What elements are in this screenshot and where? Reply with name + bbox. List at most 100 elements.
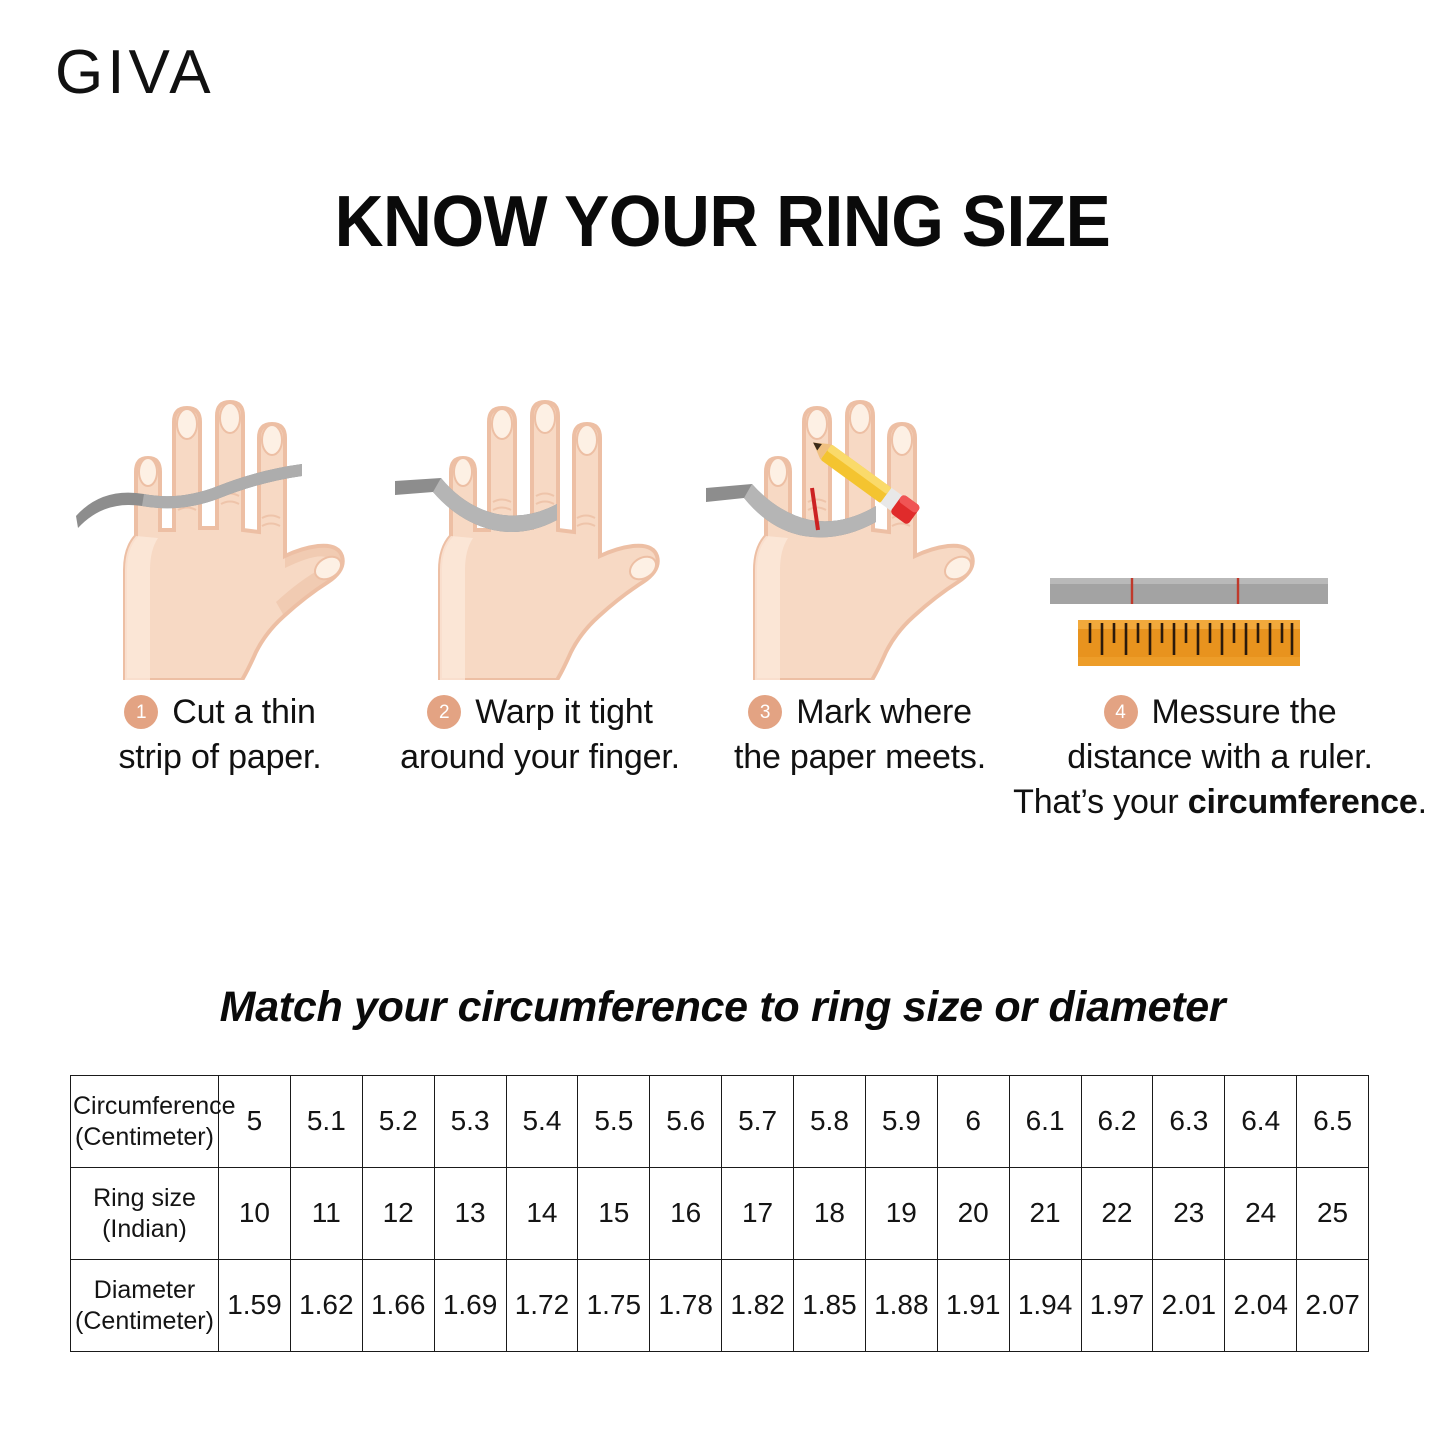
cell-circumference-9: 5.9 xyxy=(864,1075,938,1168)
cell-circumference-7: 5.7 xyxy=(721,1075,794,1168)
cell-ring-size-13: 23 xyxy=(1152,1167,1226,1260)
hand-shape xyxy=(123,399,345,680)
cell-ring-size-5: 15 xyxy=(577,1167,651,1260)
pencil-mark-red xyxy=(810,487,820,531)
page-title: KNOW YOUR RING SIZE xyxy=(334,182,1111,262)
ring-size-table: Circumference (Centimeter) 5 5.1 5.2 5.3… xyxy=(70,1075,1369,1352)
cell-ring-size-11: 21 xyxy=(1008,1167,1082,1260)
cell-ring-size-8: 18 xyxy=(793,1167,866,1260)
cell-diameter-5: 1.75 xyxy=(577,1259,651,1352)
ruler-measuring-strip-illustration xyxy=(1020,380,1360,680)
row-header-circumference: Circumference (Centimeter) xyxy=(70,1075,236,1168)
step-3-number-badge: 3 xyxy=(748,695,783,730)
table-subtitle: Match your circumference to ring size or… xyxy=(219,983,1226,1031)
cell-diameter-7: 1.82 xyxy=(721,1259,794,1352)
hand-with-paper-strip-wrapped-illustration xyxy=(385,380,685,680)
ruler xyxy=(1078,620,1300,666)
hand-with-paper-strip-loose-illustration xyxy=(70,380,370,680)
table-row-circumference: Circumference (Centimeter) 5 5.1 5.2 5.3… xyxy=(70,1075,1369,1168)
paper-strip xyxy=(76,464,302,528)
cell-circumference-12: 6.2 xyxy=(1080,1075,1154,1168)
fingernails xyxy=(138,402,343,581)
row-header-ring-size-line2: (Indian) xyxy=(102,1214,187,1243)
cell-circumference-3: 5.3 xyxy=(433,1075,507,1168)
knuckle-lines xyxy=(807,498,911,527)
cell-diameter-13: 2.01 xyxy=(1152,1259,1226,1352)
cell-ring-size-2: 12 xyxy=(361,1167,435,1260)
cell-diameter-9: 1.88 xyxy=(864,1259,938,1352)
cell-circumference-1: 5.1 xyxy=(289,1075,363,1168)
step-4-text-line1: Messure the xyxy=(1151,693,1337,731)
step-4-first-line: 4 Messure the xyxy=(1010,690,1430,735)
step-2: 2 Warp it tight around your finger. xyxy=(375,690,705,780)
cell-diameter-3: 1.69 xyxy=(433,1259,507,1352)
hand-shape xyxy=(438,399,660,680)
cell-ring-size-0: 10 xyxy=(218,1167,291,1260)
illustration-row xyxy=(0,380,1445,680)
cell-ring-size-3: 13 xyxy=(433,1167,507,1260)
cell-diameter-2: 1.66 xyxy=(361,1259,435,1352)
fingernails xyxy=(768,402,973,581)
row-header-circumference-line2: (Centimeter) xyxy=(75,1122,214,1151)
cell-ring-size-15: 25 xyxy=(1296,1167,1369,1260)
step-2-first-line: 2 Warp it tight xyxy=(375,690,705,735)
cell-diameter-1: 1.62 xyxy=(289,1259,363,1352)
table-row-diameter: Diameter (Centimeter) 1.59 1.62 1.66 1.6… xyxy=(70,1259,1369,1352)
cell-circumference-5: 5.5 xyxy=(577,1075,651,1168)
row-header-diameter-line1: Diameter xyxy=(93,1276,196,1304)
step-4-number-badge: 4 xyxy=(1103,695,1138,730)
paper-strip xyxy=(395,478,557,533)
cell-circumference-6: 5.6 xyxy=(649,1075,723,1168)
cell-diameter-10: 1.91 xyxy=(936,1259,1010,1352)
cell-circumference-0: 5 xyxy=(218,1075,291,1168)
step-4-text-prefix: That’s your xyxy=(1013,782,1188,821)
row-header-diameter: Diameter (Centimeter) xyxy=(70,1259,219,1352)
row-header-diameter-line2: (Centimeter) xyxy=(75,1306,214,1335)
step-2-text-line2: around your finger. xyxy=(400,737,680,776)
cell-ring-size-6: 16 xyxy=(649,1167,723,1260)
step-4-text-suffix: . xyxy=(1417,782,1427,821)
cell-circumference-2: 5.2 xyxy=(361,1075,435,1168)
row-header-ring-size: Ring size (Indian) xyxy=(70,1167,219,1260)
knuckle-lines xyxy=(492,492,596,527)
cell-circumference-11: 6.1 xyxy=(1008,1075,1082,1168)
cell-diameter-4: 1.72 xyxy=(505,1259,579,1352)
cell-circumference-14: 6.4 xyxy=(1224,1075,1298,1168)
cell-diameter-15: 2.07 xyxy=(1296,1259,1369,1352)
step-1-text-line1: Cut a thin xyxy=(172,693,316,731)
giva-logo: GIVA xyxy=(55,38,215,107)
cell-ring-size-14: 24 xyxy=(1224,1167,1298,1260)
step-4-text-emphasis: circumference xyxy=(1187,782,1418,821)
step-3-text-line1: Mark where xyxy=(796,693,972,731)
step-1: 1 Cut a thin strip of paper. xyxy=(60,690,380,780)
cell-ring-size-10: 20 xyxy=(936,1167,1010,1260)
cell-circumference-15: 6.5 xyxy=(1296,1075,1369,1168)
cell-ring-size-1: 11 xyxy=(289,1167,363,1260)
row-header-ring-size-line1: Ring size xyxy=(93,1184,196,1212)
pencil-icon xyxy=(813,442,920,524)
cell-diameter-14: 2.04 xyxy=(1224,1259,1298,1352)
cell-circumference-8: 5.8 xyxy=(793,1075,866,1168)
size-table-body: Circumference (Centimeter) 5 5.1 5.2 5.3… xyxy=(70,1075,1369,1352)
row-header-circumference-line1: Circumference xyxy=(73,1092,236,1120)
cell-ring-size-12: 22 xyxy=(1080,1167,1154,1260)
cell-ring-size-7: 17 xyxy=(721,1167,794,1260)
fingernails xyxy=(453,402,658,581)
hand-with-pencil-marking-illustration xyxy=(700,380,1000,680)
cell-diameter-11: 1.94 xyxy=(1008,1259,1082,1352)
cell-circumference-10: 6 xyxy=(936,1075,1010,1168)
step-4: 4 Messure the distance with a ruler. Tha… xyxy=(1010,690,1430,825)
step-4-text-line3: That’s your circumference. xyxy=(1010,780,1430,825)
measured-paper-strip xyxy=(1050,578,1328,604)
step-1-first-line: 1 Cut a thin xyxy=(60,690,380,735)
paper-strip xyxy=(706,484,876,538)
step-3: 3 Mark where the paper meets. xyxy=(700,690,1020,780)
step-1-number-badge: 1 xyxy=(124,695,159,730)
step-3-text-line2: the paper meets. xyxy=(734,737,986,776)
step-2-number-badge: 2 xyxy=(427,695,462,730)
step-3-first-line: 3 Mark where xyxy=(700,690,1020,735)
cell-diameter-8: 1.85 xyxy=(793,1259,866,1352)
cell-circumference-4: 5.4 xyxy=(505,1075,579,1168)
size-table-container: Circumference (Centimeter) 5 5.1 5.2 5.3… xyxy=(70,1075,1369,1352)
